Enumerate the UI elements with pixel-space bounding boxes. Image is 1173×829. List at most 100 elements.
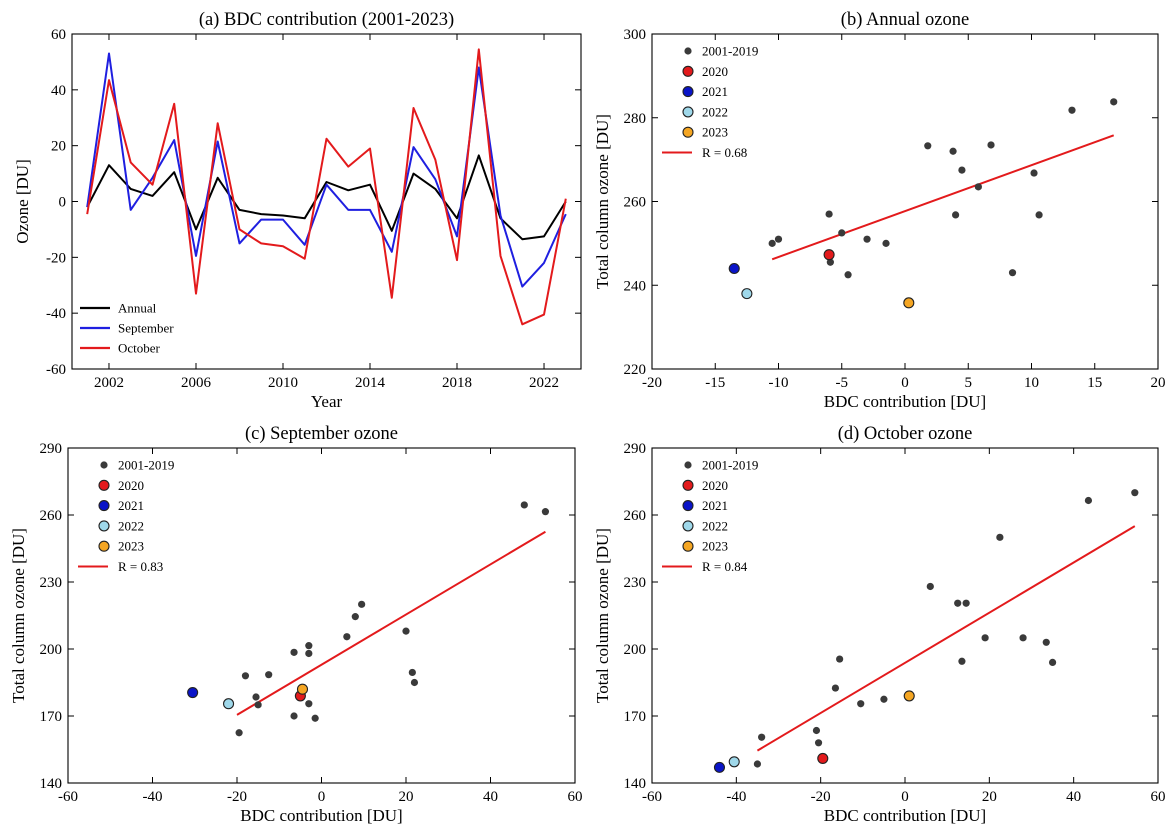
y-tick-label: 20 <box>51 139 66 155</box>
y-tick-label: 200 <box>40 642 63 658</box>
scatter-point-2001-2019 <box>949 147 957 155</box>
y-tick-label: -60 <box>46 362 66 378</box>
legend-label: 2021 <box>702 498 728 513</box>
scatter-point-2001-2019 <box>987 141 995 149</box>
scatter-point-2001-2019 <box>952 211 960 219</box>
scatter-point-2001-2019 <box>235 729 243 737</box>
legend-marker-2022 <box>98 520 110 532</box>
scatter-point-2021 <box>713 761 726 773</box>
y-tick-label: 240 <box>624 278 647 294</box>
scatter-point-2001-2019 <box>857 700 865 708</box>
scatter-point-2021 <box>728 262 740 275</box>
y-tick-label: 200 <box>624 642 647 658</box>
scatter-point-2022 <box>741 288 753 300</box>
y-axis-label: Ozone [DU] <box>13 159 32 244</box>
scatter-point-2021 <box>187 686 199 699</box>
scatter-point-2001-2019 <box>305 700 313 708</box>
x-tick-label: -5 <box>836 375 849 391</box>
x-tick-label: -60 <box>58 789 78 805</box>
legend-marker-2020 <box>682 479 694 491</box>
legend-label: October <box>118 341 161 356</box>
x-tick-label: 2002 <box>94 375 124 391</box>
scatter-point-2001-2019 <box>351 613 359 621</box>
scatter-point-2001-2019 <box>880 695 888 703</box>
x-tick-label: 2018 <box>442 375 472 391</box>
scatter-point-2001-2019 <box>924 142 932 150</box>
x-tick-label: -40 <box>726 789 746 805</box>
x-tick-label: 15 <box>1087 375 1102 391</box>
scatter-point-2001-2019 <box>954 599 962 607</box>
x-axis-label: BDC contribution [DU] <box>824 806 986 825</box>
x-tick-label: 2010 <box>268 375 298 391</box>
scatter-point-2001-2019 <box>1019 634 1027 642</box>
x-tick-label: 10 <box>1024 375 1039 391</box>
legend-marker-2023 <box>682 540 694 552</box>
scatter-point-2001-2019 <box>863 235 871 243</box>
scatter-point-2001-2019 <box>1068 106 1076 114</box>
x-tick-label: -20 <box>227 789 247 805</box>
scatter-point-2001-2019 <box>520 501 528 509</box>
legend-marker-2001-2019 <box>684 461 692 469</box>
x-tick-label: 0 <box>901 789 909 805</box>
scatter-point-2001-2019 <box>844 271 852 279</box>
y-tick-label: -20 <box>46 250 66 266</box>
x-tick-label: 5 <box>965 375 973 391</box>
scatter-point-2001-2019 <box>408 668 416 677</box>
legend-label: 2022 <box>702 518 728 533</box>
legend-label: 2001-2019 <box>702 44 758 59</box>
scatter-point-2001-2019 <box>1035 211 1043 219</box>
x-tick-label: 20 <box>399 789 414 805</box>
series-line-annual <box>86 154 567 241</box>
y-tick-label: 260 <box>624 195 647 211</box>
y-tick-label: 140 <box>40 776 63 792</box>
legend-marker-2021 <box>682 86 694 98</box>
y-axis-label: Total column ozone [DU] <box>9 528 28 703</box>
scatter-point-2001-2019 <box>541 508 550 516</box>
chart-title: (a) BDC contribution (2001-2023) <box>199 10 454 30</box>
scatter-point-2023 <box>903 690 915 702</box>
legend-label: 2020 <box>702 478 728 493</box>
x-tick-label: 2006 <box>181 375 212 391</box>
scatter-point-2001-2019 <box>290 648 298 656</box>
y-tick-label: 260 <box>624 508 647 524</box>
y-tick-label: 290 <box>624 441 647 457</box>
scatter-point-2001-2019 <box>831 684 840 692</box>
x-tick-label: 40 <box>483 789 498 805</box>
scatter-point-2001-2019 <box>311 714 319 722</box>
scatter-point-2001-2019 <box>265 671 273 679</box>
legend-marker-2020 <box>682 65 694 77</box>
regression-line <box>756 525 1136 752</box>
y-tick-label: 260 <box>40 508 63 524</box>
scatter-point-2001-2019 <box>358 600 366 608</box>
scatter-point-2001-2019 <box>774 235 783 243</box>
y-axis-label: Total column ozone [DU] <box>593 114 612 289</box>
plot-frame <box>71 33 582 370</box>
x-tick-label: 60 <box>1151 789 1166 805</box>
x-tick-label: 20 <box>982 789 997 805</box>
chart-title: (d) October ozone <box>838 424 973 444</box>
scatter-point-2001-2019 <box>758 733 766 741</box>
legend-label: R = 0.68 <box>702 145 747 160</box>
y-tick-label: 280 <box>624 111 647 127</box>
chart-title: (b) Annual ozone <box>841 10 969 30</box>
y-tick-label: 220 <box>624 362 647 378</box>
legend-marker-2021 <box>682 500 694 512</box>
x-tick-label: 2014 <box>355 375 386 391</box>
x-tick-label: -10 <box>769 375 789 391</box>
legend-marker-2020 <box>98 479 110 491</box>
y-tick-label: -40 <box>46 306 66 322</box>
scatter-point-2001-2019 <box>962 599 970 607</box>
y-axis-label: Total column ozone [DU] <box>593 528 612 703</box>
y-tick-label: 0 <box>59 195 67 211</box>
y-tick-label: 290 <box>40 441 63 457</box>
scatter-point-2001-2019 <box>836 655 844 663</box>
legend-label: R = 0.84 <box>702 559 748 574</box>
x-tick-label: -60 <box>642 789 662 805</box>
scatter-point-2001-2019 <box>926 582 934 591</box>
y-tick-label: 60 <box>51 27 66 43</box>
legend-label: Annual <box>118 301 157 316</box>
x-tick-label: -15 <box>705 375 725 391</box>
scatter-point-2001-2019 <box>254 701 262 709</box>
x-tick-label: 0 <box>901 375 909 391</box>
